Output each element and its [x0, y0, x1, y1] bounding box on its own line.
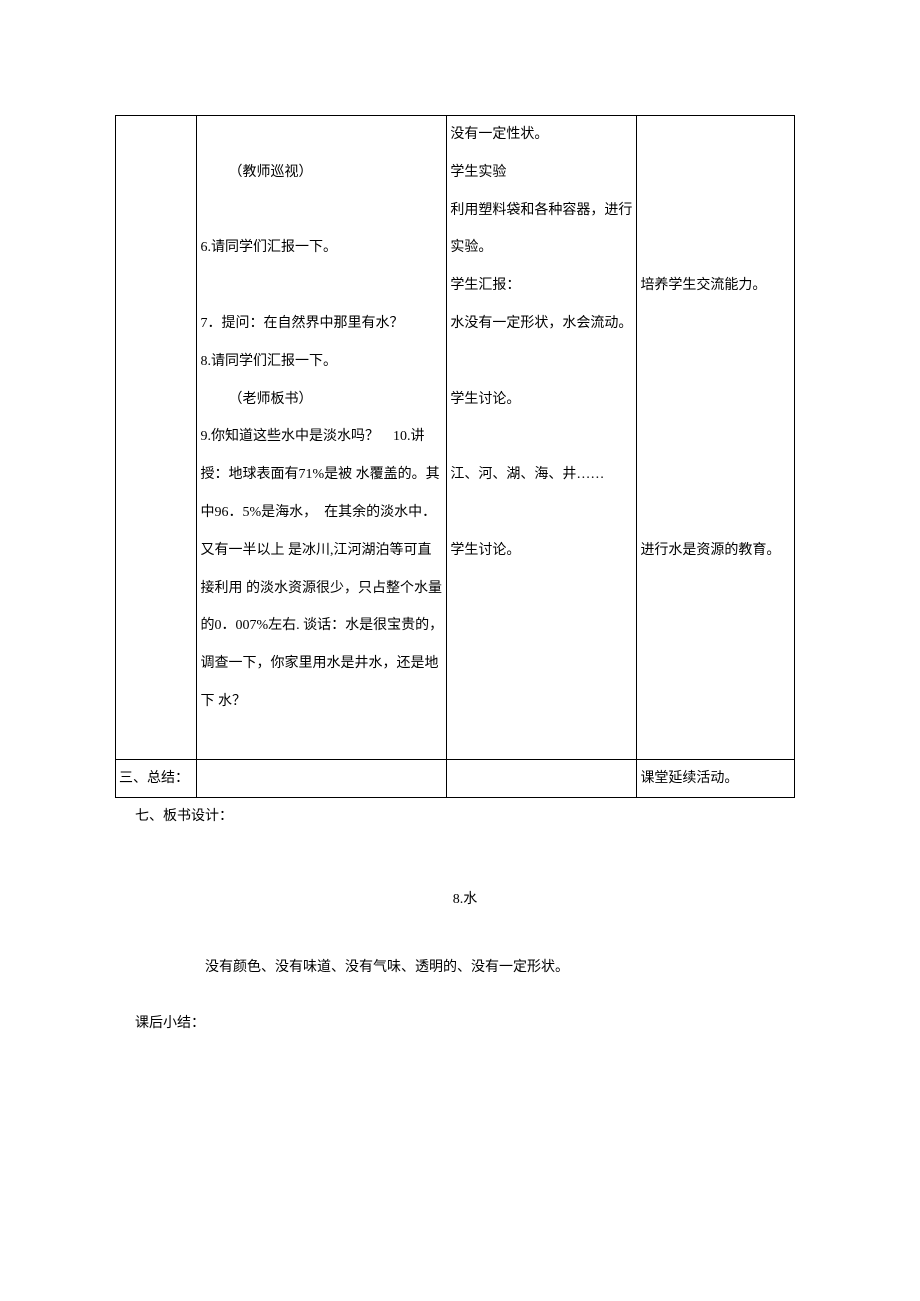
cell-empty	[447, 759, 637, 798]
student-use-bags: 利用塑料袋和各种容器，进行实验。	[450, 192, 633, 268]
blank-line	[640, 381, 791, 419]
blank-line	[640, 494, 791, 532]
blank-line	[640, 343, 791, 381]
lesson-title: 8.水	[135, 881, 795, 919]
blank-line	[640, 418, 791, 456]
student-report-label: 学生汇报：	[450, 267, 633, 305]
blank-line	[450, 343, 633, 381]
followup-text: 课堂延续活动。	[640, 771, 738, 786]
teacher-monitor: （教师巡视）	[200, 154, 443, 192]
student-water-sources: 江、河、湖、海、井……	[450, 456, 633, 494]
blank-line	[200, 721, 443, 759]
teacher-step-9-10: 9.你知道这些水中是淡水吗？ 10.讲授：地球表面有71%是被 水覆盖的。其中9…	[200, 418, 443, 720]
document-page: （教师巡视） 6.请同学们汇报一下。 7．提问：在自然界中那里有水？ 8.请同学…	[0, 0, 920, 1043]
student-no-shape: 没有一定性状。	[450, 116, 633, 154]
intent-communicate: 培养学生交流能力。	[640, 267, 791, 305]
teacher-board-writing: （老师板书）	[200, 381, 443, 419]
cell-stage	[116, 116, 197, 760]
water-properties: 没有颜色、没有味道、没有气味、透明的、没有一定形状。	[205, 949, 795, 987]
teacher-step-7: 7．提问：在自然界中那里有水？	[200, 305, 443, 343]
cell-empty	[197, 759, 447, 798]
teacher-step-6: 6.请同学们汇报一下。	[200, 229, 443, 267]
table-row: （教师巡视） 6.请同学们汇报一下。 7．提问：在自然界中那里有水？ 8.请同学…	[116, 116, 795, 760]
blank-line	[640, 192, 791, 230]
below-table-content: 七、板书设计： 8.水 没有颜色、没有味道、没有气味、透明的、没有一定形状。 课…	[115, 798, 795, 1042]
blank-line	[640, 456, 791, 494]
post-class-summary-label: 课后小结：	[135, 1005, 795, 1043]
cell-stage-summary: 三、总结：	[116, 759, 197, 798]
cell-student-activity: 没有一定性状。 学生实验 利用塑料袋和各种容器，进行实验。 学生汇报： 水没有一…	[447, 116, 637, 760]
board-design-heading: 七、板书设计：	[135, 798, 795, 836]
blank-line	[200, 192, 443, 230]
blank-line	[450, 494, 633, 532]
intent-water-resource: 进行水是资源的教育。	[640, 532, 791, 570]
lesson-plan-table: （教师巡视） 6.请同学们汇报一下。 7．提问：在自然界中那里有水？ 8.请同学…	[115, 115, 795, 798]
teacher-step-8: 8.请同学们汇报一下。	[200, 343, 443, 381]
stage-summary-label: 三、总结：	[119, 771, 189, 786]
blank-line	[640, 229, 791, 267]
blank-line	[640, 305, 791, 343]
student-discuss-1: 学生讨论。	[450, 381, 633, 419]
table-row: 三、总结： 课堂延续活动。	[116, 759, 795, 798]
student-report-content: 水没有一定形状，水会流动。	[450, 305, 633, 343]
blank-line	[200, 267, 443, 305]
cell-followup: 课堂延续活动。	[637, 759, 795, 798]
student-experiment: 学生实验	[450, 154, 633, 192]
student-discuss-2: 学生讨论。	[450, 532, 633, 570]
blank-line	[640, 116, 791, 154]
cell-teacher-activity: （教师巡视） 6.请同学们汇报一下。 7．提问：在自然界中那里有水？ 8.请同学…	[197, 116, 447, 760]
blank-line	[640, 154, 791, 192]
cell-design-intent: 培养学生交流能力。 进行水是资源的教育。	[637, 116, 795, 760]
blank-line	[200, 116, 443, 154]
blank-line	[450, 418, 633, 456]
